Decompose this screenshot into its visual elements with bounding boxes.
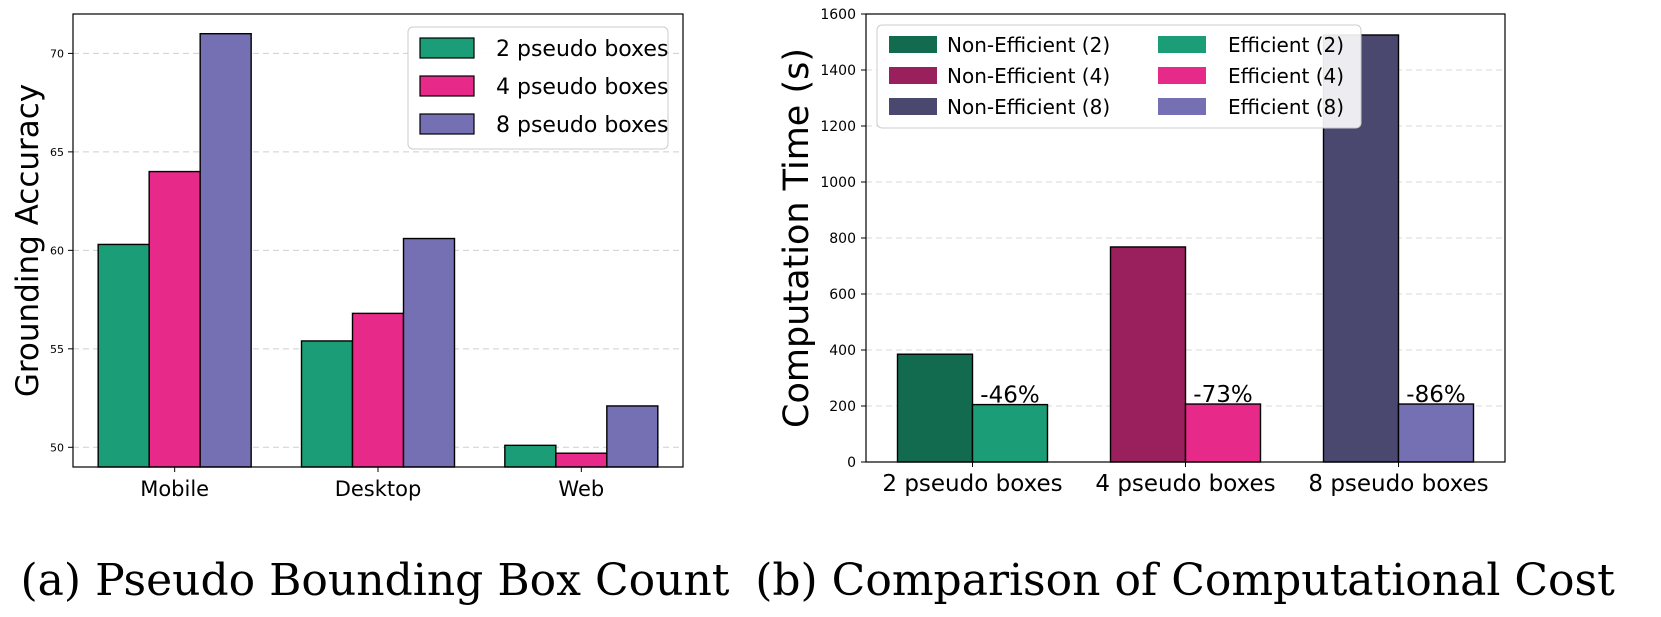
bar-8-pseudo-boxes-desktop [402,237,456,468]
reduction-label: -73% [1193,382,1252,408]
bar-2-pseudo-boxes-desktop [300,340,354,468]
x-tick-label: 2 pseudo boxes [882,471,1062,497]
bar-efficient-2 [971,403,1049,463]
legend-frame [876,24,1362,129]
bar-4-pseudo-boxes-web [555,452,608,468]
legend-label: Efficient (8) [1228,95,1344,119]
y-tick-label: 55 [50,343,64,356]
legend-label: 8 pseudo boxes [496,113,668,138]
x-tick-label: Mobile [140,477,209,501]
bar-4-pseudo-boxes-desktop [351,312,405,468]
legend-label: 2 pseudo boxes [496,37,668,62]
legend-swatch [1158,98,1206,115]
legend-swatch [889,67,937,84]
panel-b-computation-chart: 0 200 400 600 800 1000 1200 1400 1600 -46% 2 pseud… [777,7,1506,497]
y-tick-label: 600 [829,287,856,303]
legend-swatch [419,37,475,59]
bar-non-efficient-2 [896,353,974,463]
legend-swatch [419,75,475,97]
legend-label: Non-Efficient (4) [947,64,1110,88]
y-tick-label: 1600 [820,7,856,23]
y-axis-label: Grounding Accuracy [10,84,46,397]
legend-label: Efficient (2) [1228,33,1344,57]
panel-a-accuracy-chart: 50 55 60 65 70 Mobile Desktop Web Grounding Accu… [10,13,684,501]
bar-efficient-8 [1397,403,1475,463]
legend-swatch [889,36,937,53]
y-tick-label: 1400 [820,63,856,79]
reduction-label: -86% [1406,382,1465,408]
legend-swatch [1158,67,1206,84]
x-tick-label: 8 pseudo boxes [1308,471,1488,497]
plot-frame [72,13,684,468]
y-axis-label: Computation Time (s) [777,48,817,428]
bar-8-pseudo-boxes-mobile [199,32,252,468]
bar-4-pseudo-boxes-mobile [148,170,201,468]
panel-a-caption: (a) Pseudo Bounding Box Count [21,555,730,606]
bar-8-pseudo-boxes-web [606,405,659,468]
y-tick-label: 0 [847,455,856,471]
legend: 2 pseudo boxes 4 pseudo boxes 8 pseudo box… [407,26,669,150]
y-tick-label: 1000 [820,175,856,191]
bar-non-efficient-4 [1109,246,1187,463]
legend: Non-Efficient (2) Efficient (2) Non-Effici… [876,24,1362,129]
y-tick-label: 400 [829,343,856,359]
legend-label: 4 pseudo boxes [496,75,668,100]
y-tick-label: 70 [50,47,64,60]
x-tick-label: Desktop [335,477,422,501]
legend-swatch [419,113,475,135]
y-tick-label: 60 [50,244,64,257]
bar-efficient-4 [1184,403,1262,463]
y-tick-label: 1200 [820,119,856,135]
legend-label: Non-Efficient (8) [947,95,1110,119]
y-tick-label: 50 [50,441,64,454]
y-tick-label: 200 [829,399,856,415]
plot-frame [865,13,1506,463]
legend-label: Non-Efficient (2) [947,33,1110,57]
x-tick-label: Web [558,477,604,501]
reduction-label: -46% [980,383,1039,409]
legend-swatch [889,98,937,115]
legend-label: Efficient (4) [1228,64,1344,88]
legend-swatch [1158,36,1206,53]
panel-b-caption: (b) Comparison of Computational Cost [755,555,1615,606]
bar-2-pseudo-boxes-mobile [97,243,150,468]
bar-2-pseudo-boxes-web [504,444,557,468]
y-tick-label: 800 [829,231,856,247]
y-tick-label: 65 [50,146,64,159]
x-tick-label: 4 pseudo boxes [1095,471,1275,497]
